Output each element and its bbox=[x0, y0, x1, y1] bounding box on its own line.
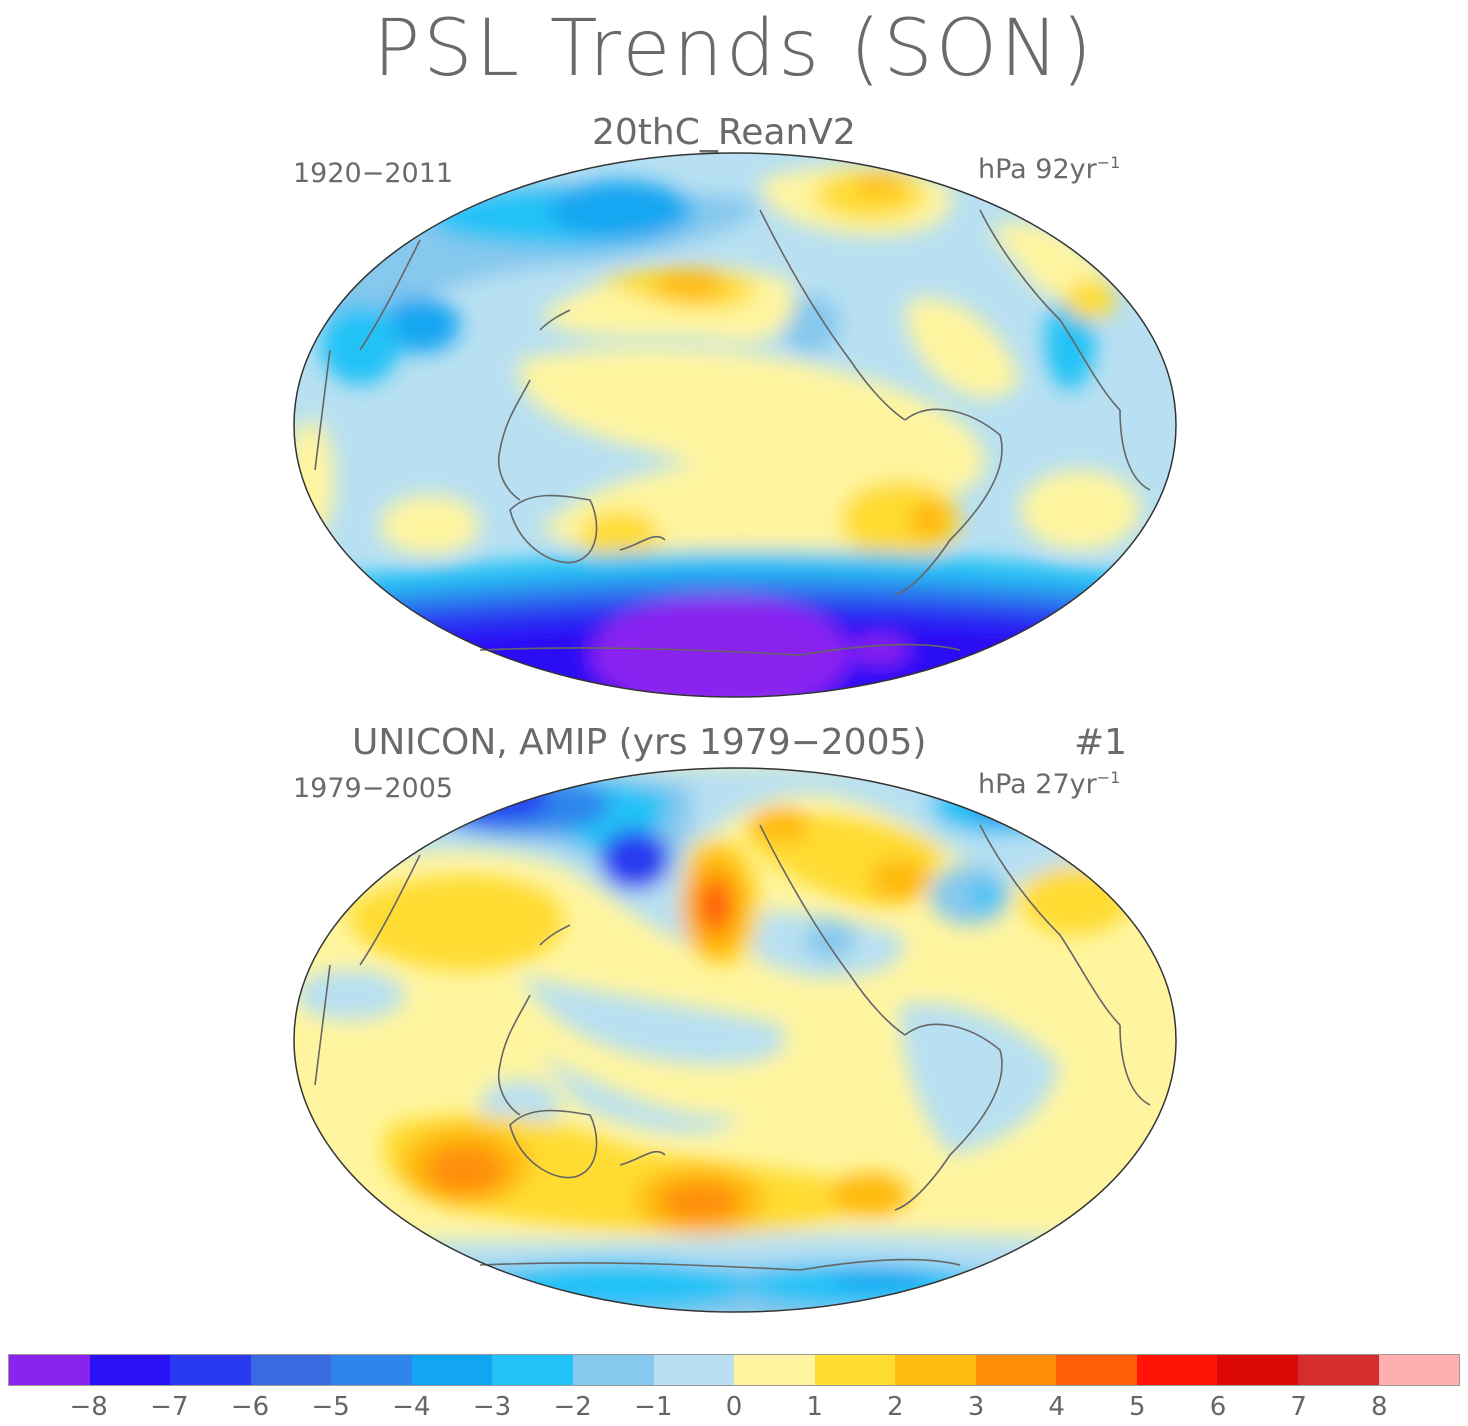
colorbar-tick-label: −7 bbox=[150, 1392, 189, 1422]
colorbar-tick-label: 7 bbox=[1290, 1392, 1307, 1422]
colorbar-tick-label: 3 bbox=[967, 1392, 985, 1422]
colorbar-cell bbox=[653, 1355, 735, 1385]
colorbar-tick-label: −3 bbox=[472, 1392, 512, 1422]
colorbar-tick-label: 1 bbox=[806, 1392, 823, 1422]
panel-1-units: hPa 92yr−1 bbox=[978, 153, 1120, 185]
colorbar-cell bbox=[734, 1355, 815, 1385]
colorbar-cell bbox=[1298, 1355, 1379, 1385]
trend-field-1 bbox=[294, 153, 1176, 697]
colorbar-tick-label: −2 bbox=[553, 1392, 592, 1422]
colorbar-cell bbox=[1056, 1355, 1137, 1385]
colorbar-cell bbox=[1136, 1355, 1218, 1385]
panel-1-period: 1920−2011 bbox=[293, 158, 454, 189]
colorbar-cell bbox=[89, 1355, 171, 1385]
colorbar-tick-label: −6 bbox=[230, 1392, 270, 1422]
colorbar-tick-label: 0 bbox=[725, 1392, 743, 1422]
colorbar-cell bbox=[814, 1355, 896, 1385]
panel-1-units-text: hPa 92yr bbox=[978, 154, 1097, 185]
colorbar-tick-label: 2 bbox=[887, 1392, 904, 1422]
panel-1-units-exponent: −1 bbox=[1096, 153, 1121, 172]
colorbar-cell bbox=[492, 1355, 573, 1385]
colorbar-tick-label: −5 bbox=[311, 1392, 350, 1422]
colorbar-cell bbox=[411, 1355, 493, 1385]
map-panel-2 bbox=[293, 767, 1177, 1313]
trend-field-2 bbox=[294, 768, 1176, 1312]
colorbar-cell bbox=[170, 1355, 251, 1385]
colorbar-tick-label: 6 bbox=[1209, 1392, 1227, 1422]
panel-2-units-text: hPa 27yr bbox=[978, 769, 1097, 800]
panel-2-title: UNICON, AMIP (yrs 1979−2005) bbox=[352, 722, 927, 763]
figure-title: PSL Trends (SON) bbox=[373, 4, 1095, 94]
colorbar-tick-label: 4 bbox=[1048, 1392, 1065, 1422]
colorbar-cell bbox=[1217, 1355, 1298, 1385]
map-panel-1 bbox=[293, 152, 1177, 698]
colorbar-tick-label: 8 bbox=[1371, 1392, 1388, 1422]
panel-2-units: hPa 27yr−1 bbox=[978, 768, 1120, 800]
panel-2-run-label: #1 bbox=[1074, 722, 1128, 763]
coastlines-2 bbox=[314, 824, 1151, 1271]
colorbar-tick-label: −4 bbox=[392, 1392, 431, 1422]
coastlines-1 bbox=[314, 209, 1151, 656]
colorbar bbox=[8, 1354, 1460, 1386]
colorbar-cell bbox=[975, 1355, 1057, 1385]
colorbar-tick-label: 5 bbox=[1129, 1392, 1146, 1422]
colorbar-cell bbox=[572, 1355, 654, 1385]
panel-2-units-exponent: −1 bbox=[1096, 768, 1121, 787]
colorbar-cell bbox=[1378, 1355, 1460, 1385]
colorbar-cell bbox=[895, 1355, 976, 1385]
colorbar-cell bbox=[250, 1355, 332, 1385]
colorbar-cell bbox=[331, 1355, 412, 1385]
panel-2-period: 1979−2005 bbox=[293, 773, 454, 804]
colorbar-tick-label: −1 bbox=[634, 1392, 673, 1422]
colorbar-cell bbox=[9, 1355, 90, 1385]
colorbar-tick-label: −8 bbox=[69, 1392, 108, 1422]
panel-1-title: 20thC_ReanV2 bbox=[592, 112, 856, 153]
